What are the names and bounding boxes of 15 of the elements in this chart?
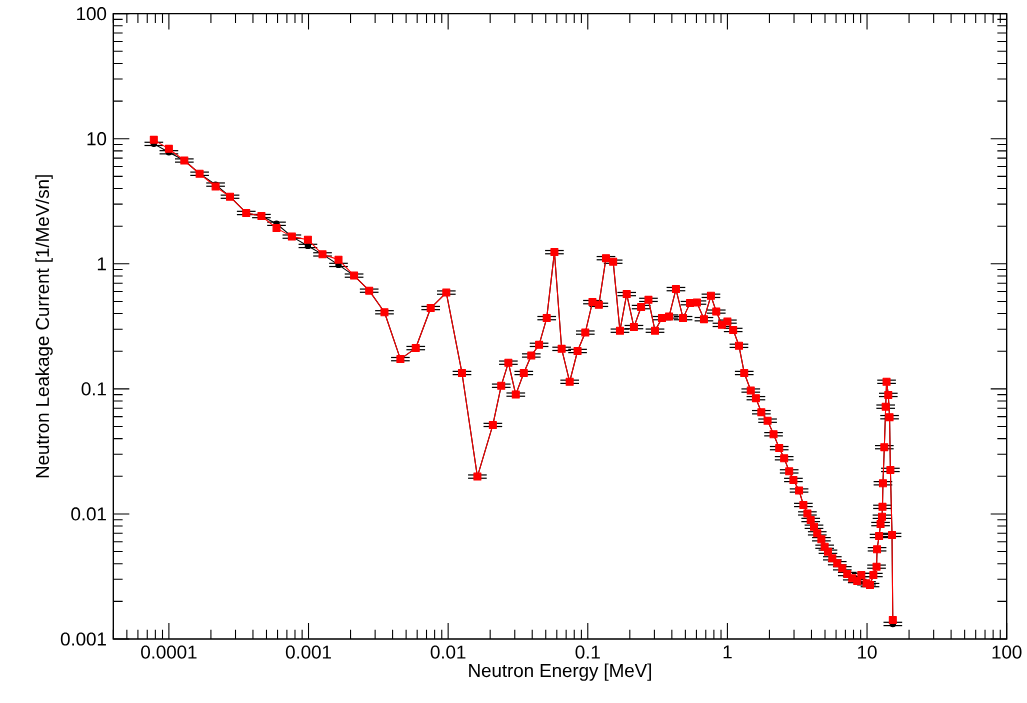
x-tick-label: 100	[992, 645, 1022, 659]
x-axis-title: Neutron Energy [MeV]	[469, 663, 651, 681]
x-tick-label: 0.1	[575, 645, 600, 659]
y-tick-label: 1	[97, 257, 106, 271]
y-axis-title: Neutron Leakage Current [1/MeV/sn]	[35, 175, 53, 478]
x-tick-label: 0.0001	[141, 645, 197, 659]
y-tick-label: 10	[87, 132, 107, 146]
y-tick-label: 0.001	[60, 632, 106, 646]
y-tick-label: 0.01	[71, 507, 106, 521]
x-tick-label: 10	[858, 645, 877, 659]
x-tick-label: 0.01	[430, 645, 466, 659]
y-tick-label: 0.1	[81, 382, 106, 396]
x-tick-label: 1	[723, 645, 732, 659]
y-tick-label: 100	[77, 7, 107, 21]
x-tick-label: 0.001	[285, 645, 331, 659]
